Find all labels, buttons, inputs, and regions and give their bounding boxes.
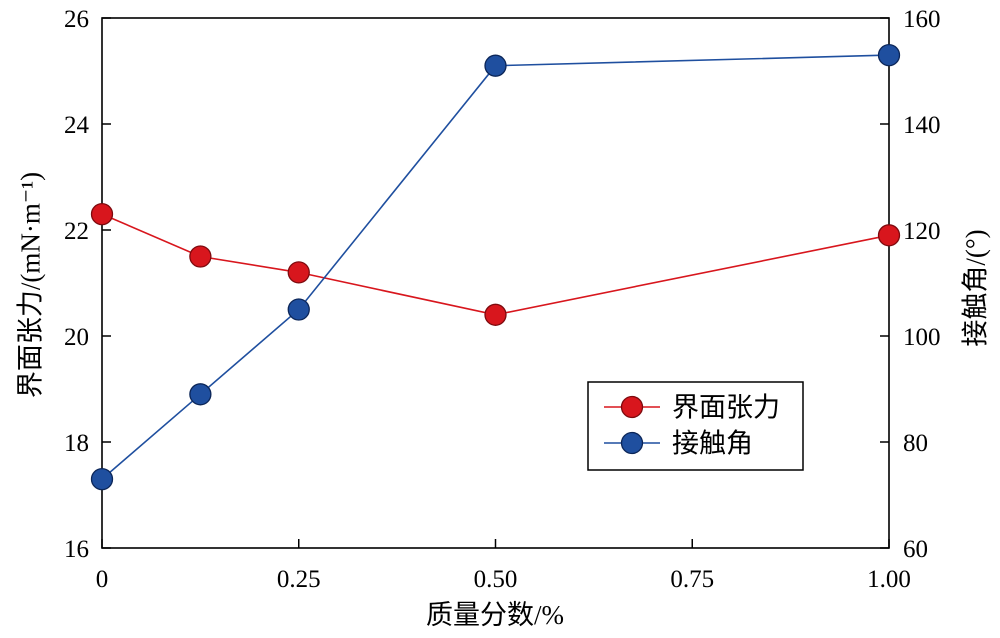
x-tick-label: 0 bbox=[96, 566, 109, 593]
x-tick-labels: 0 0.25 0.50 0.75 1.00 bbox=[96, 566, 911, 593]
y-tick-label: 18 bbox=[64, 430, 89, 457]
series-contact-angle bbox=[90, 43, 901, 491]
y-axis-label: 界面张力/(mN·m⁻¹) bbox=[15, 172, 45, 398]
y2-axis-label: 接触角/(°) bbox=[960, 229, 990, 346]
y-tick-label: 22 bbox=[64, 218, 89, 245]
legend-label: 界面张力 bbox=[672, 392, 780, 422]
data-point-contact-angle bbox=[287, 298, 310, 321]
data-point-contact-angle bbox=[877, 43, 901, 67]
y2-tick-label: 160 bbox=[903, 6, 941, 33]
series-line-interfacial-tension bbox=[101, 213, 890, 316]
y-tick-label: 20 bbox=[64, 324, 89, 351]
data-point-interfacial-tension bbox=[877, 224, 901, 247]
legend-marker bbox=[620, 395, 644, 419]
x-axis-label: 质量分数/% bbox=[426, 600, 564, 630]
series-interfacial-tension bbox=[90, 202, 901, 326]
data-point-contact-angle bbox=[90, 467, 114, 491]
x-tick-label: 0.25 bbox=[277, 566, 321, 593]
y-tick-label: 24 bbox=[64, 112, 90, 139]
data-point-interfacial-tension bbox=[189, 245, 212, 268]
series-layer bbox=[90, 43, 901, 491]
legend-entry-interfacial-tension: 界面张力 bbox=[604, 392, 780, 422]
x-tick-label: 0.75 bbox=[670, 566, 714, 593]
y2-tick-label: 100 bbox=[903, 324, 941, 351]
data-point-interfacial-tension bbox=[484, 303, 507, 326]
y-tick-label: 26 bbox=[64, 6, 89, 33]
legend-marker bbox=[620, 431, 644, 455]
axis-ticks bbox=[101, 17, 890, 549]
y-tick-label: 16 bbox=[64, 536, 89, 563]
y2-tick-label: 60 bbox=[903, 536, 928, 563]
data-point-interfacial-tension bbox=[287, 261, 310, 284]
y-tick-labels: 16 18 20 22 24 26 bbox=[64, 6, 90, 563]
legend-entry-contact-angle: 接触角 bbox=[604, 428, 753, 458]
y2-tick-label: 80 bbox=[903, 430, 928, 457]
data-point-contact-angle bbox=[484, 54, 507, 77]
data-point-contact-angle bbox=[189, 383, 212, 406]
y2-tick-label: 120 bbox=[903, 218, 941, 245]
y2-tick-label: 140 bbox=[903, 112, 941, 139]
legend-box bbox=[587, 381, 804, 471]
x-tick-label: 1.00 bbox=[867, 566, 911, 593]
data-point-interfacial-tension bbox=[90, 202, 114, 226]
legend-label: 接触角 bbox=[672, 428, 753, 458]
y2-tick-labels: 60 80 100 120 140 160 bbox=[903, 6, 941, 563]
x-tick-label: 0.50 bbox=[474, 566, 518, 593]
